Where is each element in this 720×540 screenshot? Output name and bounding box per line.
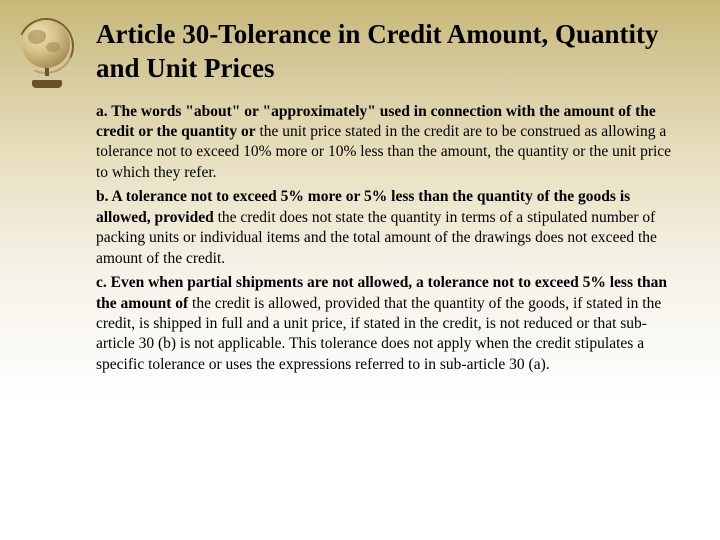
slide-content: Article 30-Tolerance in Credit Amount, Q… (0, 0, 720, 399)
globe-base (32, 80, 62, 88)
clause-a: a. The words "about" or "approximately" … (96, 102, 684, 184)
title-article-number: Article 30- (96, 19, 218, 49)
slide-title: Article 30-Tolerance in Credit Amount, Q… (96, 18, 684, 86)
globe-decoration (18, 20, 76, 90)
globe-sphere (22, 20, 70, 68)
clause-c: c. Even when partial shipments are not a… (96, 273, 684, 375)
clause-b: b. A tolerance not to exceed 5% more or … (96, 187, 684, 269)
